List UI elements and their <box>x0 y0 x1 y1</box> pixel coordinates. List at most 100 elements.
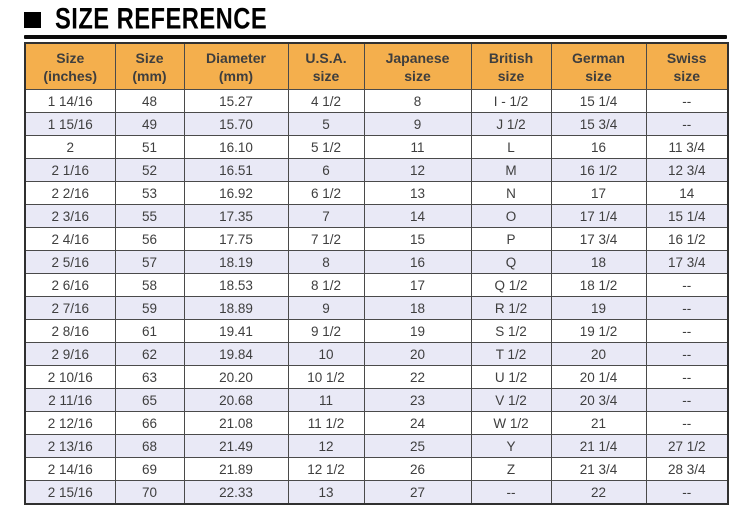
cell: O <box>470 204 552 228</box>
cell: S 1/2 <box>470 319 552 343</box>
cell: -- <box>645 89 729 113</box>
cell: M <box>470 158 552 182</box>
cell: 21.49 <box>183 434 289 458</box>
cell: 2 5/16 <box>24 250 116 274</box>
cell: 20 <box>363 342 472 366</box>
cell: 21 <box>550 411 647 435</box>
cell: 25 <box>363 434 472 458</box>
cell: 2 7/16 <box>24 296 116 320</box>
cell: 12 <box>287 434 365 458</box>
cell: 21 3/4 <box>550 457 647 481</box>
cell: -- <box>645 342 729 366</box>
cell: 4 1/2 <box>287 89 365 113</box>
cell: 62 <box>114 342 185 366</box>
cell: 27 1/2 <box>645 434 729 458</box>
cell: P <box>470 227 552 251</box>
cell: 16.92 <box>183 181 289 205</box>
cell: 70 <box>114 480 185 505</box>
cell: 6 1/2 <box>287 181 365 205</box>
page-title-bar: SIZE REFERENCE <box>24 3 727 35</box>
cell: 28 3/4 <box>645 457 729 481</box>
cell: 19.41 <box>183 319 289 343</box>
cell: 17 <box>363 273 472 297</box>
cell: L <box>470 135 552 159</box>
cell: 22.33 <box>183 480 289 505</box>
cell: 14 <box>645 181 729 205</box>
cell: 2 4/16 <box>24 227 116 251</box>
page: SIZE REFERENCE Size (inches) Size (mm) Diame… <box>24 3 729 505</box>
table-row: 2 9/16 62 19.84 10 20 T 1/2 20 -- <box>24 342 729 366</box>
cell: 68 <box>114 434 185 458</box>
cell: 53 <box>114 181 185 205</box>
cell: 16 <box>363 250 472 274</box>
cell: 20 <box>550 342 647 366</box>
cell: 13 <box>363 181 472 205</box>
cell: 24 <box>363 411 472 435</box>
cell: 16 1/2 <box>550 158 647 182</box>
cell: 55 <box>114 204 185 228</box>
cell: 26 <box>363 457 472 481</box>
cell: V 1/2 <box>470 388 552 412</box>
cell: 17 <box>550 181 647 205</box>
cell: 15.70 <box>183 112 289 136</box>
cell: 15 3/4 <box>550 112 647 136</box>
cell: 61 <box>114 319 185 343</box>
cell: 49 <box>114 112 185 136</box>
cell: -- <box>645 411 729 435</box>
cell: 2 13/16 <box>24 434 116 458</box>
table-row: 2 51 16.10 5 1/2 11 L 16 11 3/4 <box>24 135 729 159</box>
column-header: British size <box>470 42 552 90</box>
cell: Z <box>470 457 552 481</box>
cell: 19 <box>363 319 472 343</box>
cell: 20 1/4 <box>550 365 647 389</box>
cell: 9 <box>287 296 365 320</box>
cell: 5 1/2 <box>287 135 365 159</box>
table-row: 2 6/16 58 18.53 8 1/2 17 Q 1/2 18 1/2 -- <box>24 273 729 297</box>
table-row: 2 4/16 56 17.75 7 1/2 15 P 17 3/4 16 1/2 <box>24 227 729 251</box>
cell: 63 <box>114 365 185 389</box>
cell: I - 1/2 <box>470 89 552 113</box>
table-row: 2 5/16 57 18.19 8 16 Q 18 17 3/4 <box>24 250 729 274</box>
table-header: Size (inches) Size (mm) Diameter (mm) U.S.A. si… <box>24 42 729 90</box>
cell: 11 <box>363 135 472 159</box>
cell: 22 <box>550 480 647 505</box>
column-header: Size (mm) <box>114 42 185 90</box>
cell: W 1/2 <box>470 411 552 435</box>
cell: 19 <box>550 296 647 320</box>
page-title: SIZE REFERENCE <box>55 2 268 36</box>
cell: 5 <box>287 112 365 136</box>
cell: -- <box>645 296 729 320</box>
cell: 2 15/16 <box>24 480 116 505</box>
cell: 11 1/2 <box>287 411 365 435</box>
cell: 19 1/2 <box>550 319 647 343</box>
table-row: 2 12/16 66 21.08 11 1/2 24 W 1/2 21 -- <box>24 411 729 435</box>
table-row: 1 14/16 48 15.27 4 1/2 8 I - 1/2 15 1/4 -- <box>24 89 729 113</box>
cell: 11 3/4 <box>645 135 729 159</box>
cell: 16.10 <box>183 135 289 159</box>
cell: -- <box>645 388 729 412</box>
cell: -- <box>645 112 729 136</box>
cell: T 1/2 <box>470 342 552 366</box>
column-header: German size <box>550 42 647 90</box>
cell: 17 1/4 <box>550 204 647 228</box>
cell: 17 3/4 <box>550 227 647 251</box>
cell: 11 <box>287 388 365 412</box>
cell: 18 1/2 <box>550 273 647 297</box>
cell: 23 <box>363 388 472 412</box>
cell: 15 1/4 <box>550 89 647 113</box>
cell: 6 <box>287 158 365 182</box>
cell: 17 3/4 <box>645 250 729 274</box>
cell: 20.20 <box>183 365 289 389</box>
cell: 16 <box>550 135 647 159</box>
cell: 12 3/4 <box>645 158 729 182</box>
cell: 17.35 <box>183 204 289 228</box>
cell: 18.19 <box>183 250 289 274</box>
column-header: U.S.A. size <box>287 42 365 90</box>
table-row: 2 13/16 68 21.49 12 25 Y 21 1/4 27 1/2 <box>24 434 729 458</box>
cell: 8 <box>363 89 472 113</box>
cell: Q <box>470 250 552 274</box>
cell: 12 <box>363 158 472 182</box>
cell: 12 1/2 <box>287 457 365 481</box>
cell: 2 12/16 <box>24 411 116 435</box>
header-row: Size (inches) Size (mm) Diameter (mm) U.S.A. si… <box>24 42 729 90</box>
